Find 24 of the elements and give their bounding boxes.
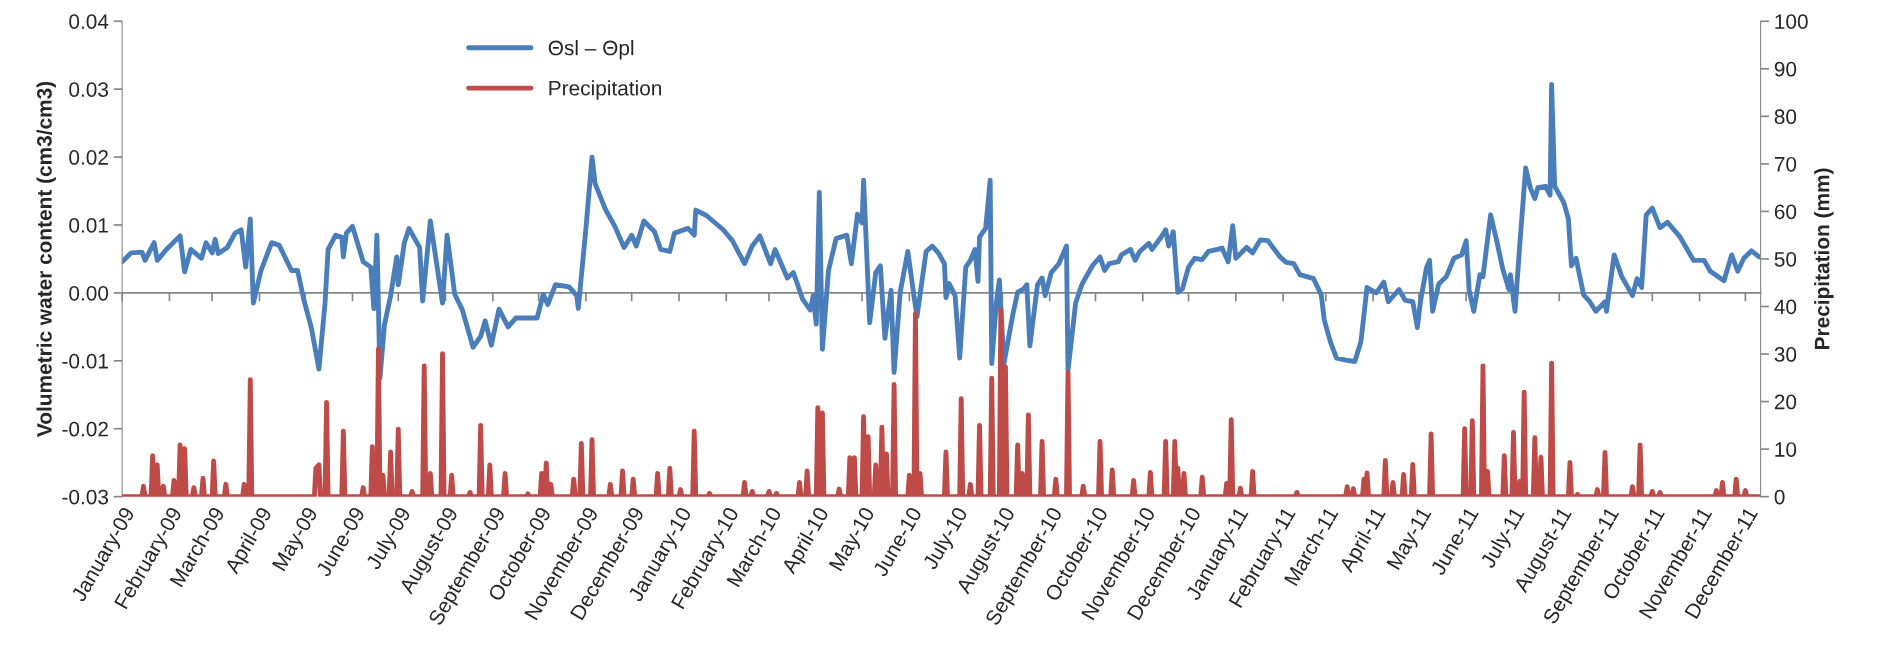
legend-label: Precipitation <box>549 80 662 100</box>
y-tick-label: -0.01 <box>62 353 108 369</box>
y-tick-label: -0.02 <box>62 421 108 437</box>
y-tick-label: -0.03 <box>62 489 109 505</box>
y2-tick-label: 100 <box>1775 14 1808 29</box>
y2-tick-label: 40 <box>1774 299 1797 315</box>
y2-tick-label: 90 <box>1774 61 1797 77</box>
y-axis-title: Volumetric water content (cm3/cm3) <box>36 81 56 437</box>
y2-tick-label: 10 <box>1775 442 1797 457</box>
y-tick-label: 0.02 <box>69 150 108 165</box>
y2-axis-title: Precipitation (mm) <box>1814 168 1834 350</box>
y-tick-label: 0.01 <box>69 218 108 233</box>
y2-tick-label: 80 <box>1774 109 1797 125</box>
y2-tick-label: 50 <box>1774 251 1797 267</box>
y-tick-label: 0.00 <box>69 285 109 301</box>
y-tick-label: 0.03 <box>69 82 109 97</box>
legend-label: Θsl – Θpl <box>548 40 634 60</box>
y-tick-label: 0.04 <box>69 14 109 29</box>
y2-tick-label: 60 <box>1774 204 1797 220</box>
line-series <box>122 307 1761 497</box>
y2-tick-label: 0 <box>1774 489 1785 505</box>
y2-tick-label: 30 <box>1774 347 1797 362</box>
y2-tick-label: 20 <box>1774 394 1797 410</box>
y2-tick-label: 70 <box>1774 156 1797 172</box>
